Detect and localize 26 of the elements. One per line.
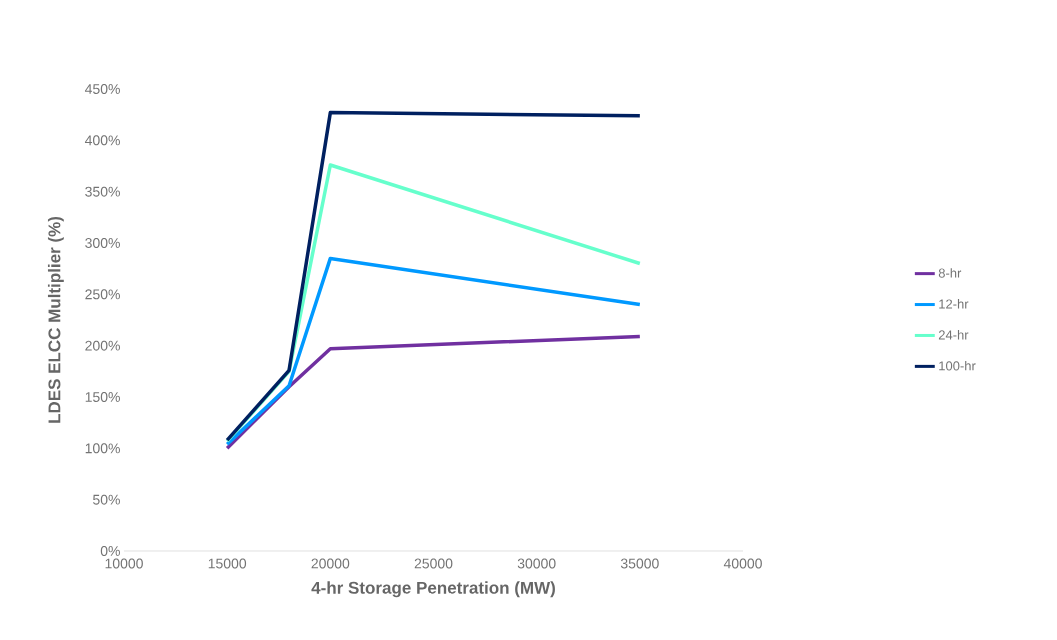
- y-tick-label: 100%: [85, 443, 120, 454]
- legend-label: 100-hr: [939, 360, 976, 371]
- y-tick-label: 450%: [84, 84, 120, 94]
- line-series: [225, 256, 642, 446]
- line-series: [225, 334, 642, 451]
- y-tick-label: 400%: [84, 135, 120, 146]
- x-tick-label: 35000: [620, 558, 659, 569]
- y-tick-label: 0%: [100, 546, 120, 556]
- x-tick-label: 40000: [723, 558, 762, 569]
- x-tick-label: 20000: [311, 558, 350, 569]
- y-tick-label: 350%: [85, 186, 120, 197]
- y-axis-title: LDES ELCC Multiplier (%): [47, 216, 64, 423]
- legend-label: 24-hr: [938, 329, 969, 340]
- y-tick-label: 150%: [85, 392, 120, 402]
- y-tick-label: 200%: [85, 340, 120, 351]
- line-series: [225, 110, 642, 442]
- legend-label: 8-hr: [938, 268, 962, 278]
- y-tick-label: 300%: [85, 238, 120, 248]
- x-tick-label: 15000: [208, 558, 247, 569]
- x-tick-label: 30000: [517, 558, 556, 569]
- y-tick-label: 50%: [93, 494, 120, 505]
- x-tick-label: 10000: [105, 558, 143, 569]
- legend-label: 12-hr: [939, 299, 969, 309]
- x-axis-title: 4-hr Storage Penetration (MW): [311, 581, 555, 598]
- y-tick-label: 250%: [85, 289, 120, 300]
- x-tick-label: 25000: [414, 558, 453, 569]
